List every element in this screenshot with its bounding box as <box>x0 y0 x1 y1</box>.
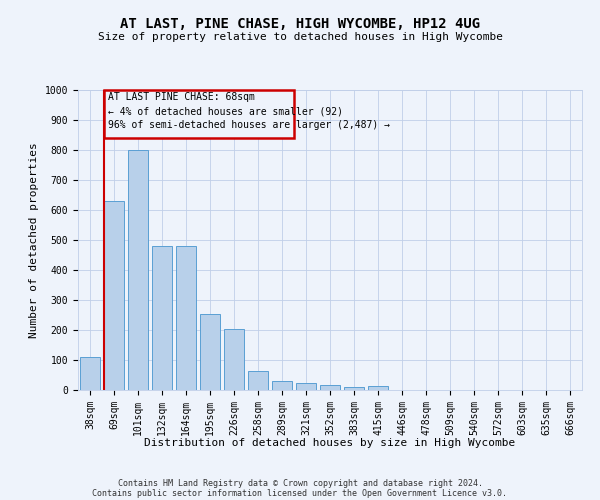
Bar <box>344 387 364 390</box>
Text: AT LAST, PINE CHASE, HIGH WYCOMBE, HP12 4UG: AT LAST, PINE CHASE, HIGH WYCOMBE, HP12 … <box>120 18 480 32</box>
Bar <box>128 150 148 390</box>
Y-axis label: Number of detached properties: Number of detached properties <box>29 142 39 338</box>
Bar <box>200 314 220 390</box>
Text: AT LAST PINE CHASE: 68sqm
← 4% of detached houses are smaller (92)
96% of semi-d: AT LAST PINE CHASE: 68sqm ← 4% of detach… <box>107 92 389 130</box>
Bar <box>176 246 196 390</box>
FancyBboxPatch shape <box>104 90 294 138</box>
Text: Size of property relative to detached houses in High Wycombe: Size of property relative to detached ho… <box>97 32 503 42</box>
Text: Contains public sector information licensed under the Open Government Licence v3: Contains public sector information licen… <box>92 488 508 498</box>
Bar <box>320 384 340 390</box>
Bar <box>368 386 388 390</box>
Bar <box>224 328 244 390</box>
Bar <box>272 381 292 390</box>
Bar <box>248 371 268 390</box>
Bar <box>296 384 316 390</box>
Text: Distribution of detached houses by size in High Wycombe: Distribution of detached houses by size … <box>145 438 515 448</box>
Bar <box>80 357 100 390</box>
Bar <box>104 201 124 390</box>
Text: Contains HM Land Registry data © Crown copyright and database right 2024.: Contains HM Land Registry data © Crown c… <box>118 478 482 488</box>
Bar <box>152 246 172 390</box>
